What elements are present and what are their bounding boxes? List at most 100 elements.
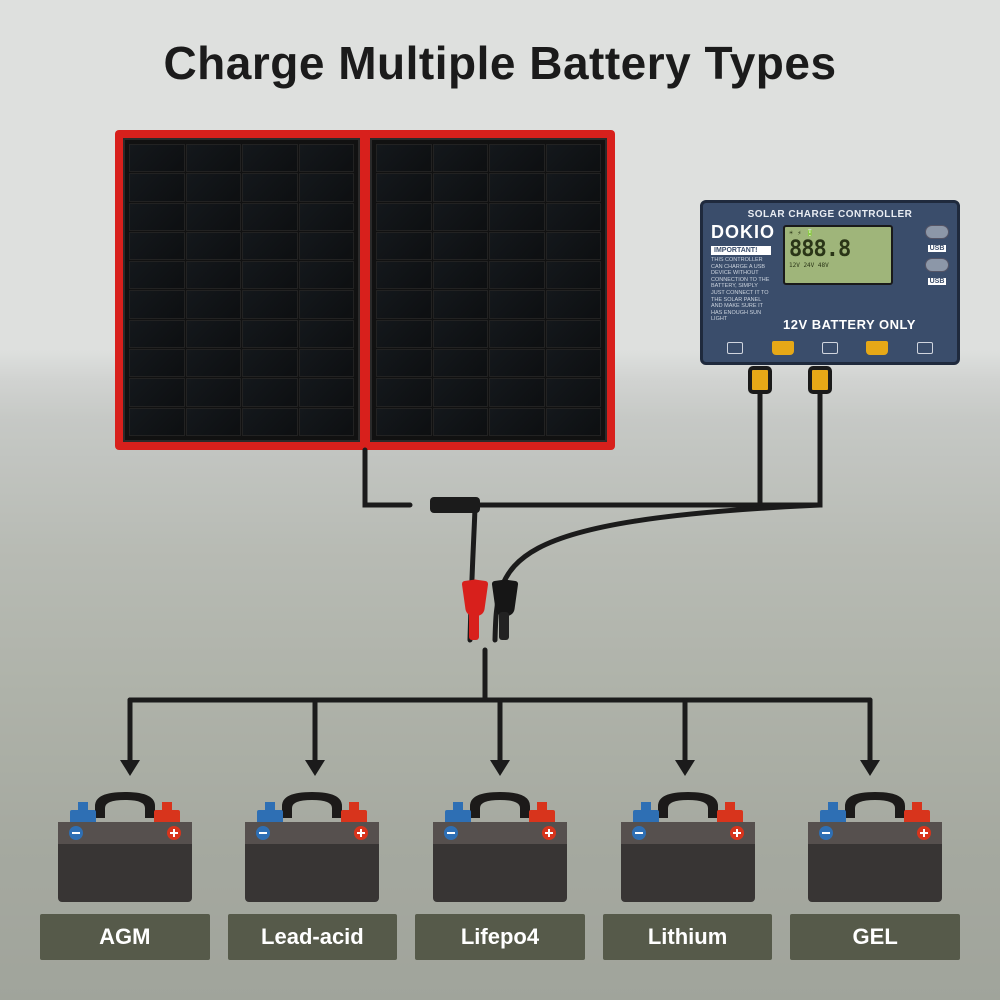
solar-cell [242,378,298,406]
port-icon [822,342,838,354]
charge-controller: SOLAR CHARGE CONTROLLER DOKIO IMPORTANT!… [700,200,960,365]
solar-cell [299,203,355,231]
controller-brand: DOKIO [711,222,775,243]
arrow-down-icon [120,760,140,776]
solar-cell [433,349,489,377]
battery-item: Lead-acid [228,788,398,960]
solar-cell [376,408,432,436]
solar-cell [129,203,185,231]
battery-label: Lithium [603,914,773,960]
solar-cell [242,144,298,172]
solar-cell [242,232,298,260]
solar-cell [186,378,242,406]
solar-cell [129,173,185,201]
controller-side-buttons: USB USB [925,225,949,285]
solar-cell [433,261,489,289]
solar-cell [242,408,298,436]
solar-cell [129,320,185,348]
solar-cell [489,261,545,289]
solar-cell [186,203,242,231]
solar-panel-right [370,138,607,442]
solar-cell [186,232,242,260]
port-icon [727,342,743,354]
arrow-down-icon [490,760,510,776]
controller-header: SOLAR CHARGE CONTROLLER [711,209,949,220]
solar-cell [242,349,298,377]
solar-cell [299,320,355,348]
solar-cell [433,408,489,436]
battery-item: GEL [790,788,960,960]
solar-cell [546,261,602,289]
solar-cell [299,290,355,318]
battery-icon [800,788,950,908]
solar-cell [299,144,355,172]
battery-icon [425,788,575,908]
solar-cell [129,290,185,318]
solar-cell [242,261,298,289]
xt60-port [772,341,794,355]
solar-cell [546,203,602,231]
controller-fine-print: THIS CONTROLLER CAN CHARGE A USB DEVICE … [711,257,771,323]
solar-cell [129,144,185,172]
solar-cell [376,144,432,172]
controller-important-label: IMPORTANT! [711,246,771,255]
alligator-clip-black [490,580,518,640]
solar-cell [242,290,298,318]
battery-icon [50,788,200,908]
controller-button-up[interactable] [925,225,949,239]
xt60-plug [750,368,770,392]
wire [495,505,820,640]
solar-cell [433,320,489,348]
battery-item: Lithium [603,788,773,960]
solar-cell [433,173,489,201]
controller-lcd: ☀ ⚡ 🔋 888.8 12V 24V 48V [783,225,893,285]
battery-icon [613,788,763,908]
battery-label: AGM [40,914,210,960]
solar-cell [242,203,298,231]
xt60-plug [810,368,830,392]
solar-cell [489,408,545,436]
wire [365,450,410,505]
solar-cell [433,232,489,260]
solar-cell [186,320,242,348]
battery-label: Lead-acid [228,914,398,960]
solar-cell [546,408,602,436]
page-title: Charge Multiple Battery Types [0,36,1000,90]
solar-cell [129,408,185,436]
solar-cell [376,349,432,377]
solar-cell [546,232,602,260]
battery-row: AGM Lead-acid Lifepo4 [40,788,960,960]
solar-cell [489,232,545,260]
solar-cell [546,290,602,318]
arrow-down-icon [305,760,325,776]
lcd-icon-row: ☀ ⚡ 🔋 [789,229,887,237]
solar-cell [299,408,355,436]
solar-cell [299,173,355,201]
solar-cell [489,378,545,406]
controller-button-down[interactable] [925,258,949,272]
solar-cell [129,378,185,406]
solar-cell [546,349,602,377]
solar-cell [433,203,489,231]
solar-cell [489,144,545,172]
usb-label-2: USB [928,278,947,285]
solar-cell [433,144,489,172]
solar-panel-left [123,138,360,442]
solar-cell [299,378,355,406]
solar-cell [242,173,298,201]
solar-cell [376,203,432,231]
solar-cell [186,173,242,201]
inline-connector [430,497,480,513]
solar-cell [546,378,602,406]
solar-cell [489,203,545,231]
solar-cell [186,290,242,318]
solar-cell [129,232,185,260]
arrow-down-icon [860,760,880,776]
solar-cell [376,232,432,260]
solar-panel [115,130,615,450]
arrow-down-icon [675,760,695,776]
solar-cell [129,261,185,289]
solar-cell [186,349,242,377]
solar-cell [376,290,432,318]
solar-cell [186,144,242,172]
